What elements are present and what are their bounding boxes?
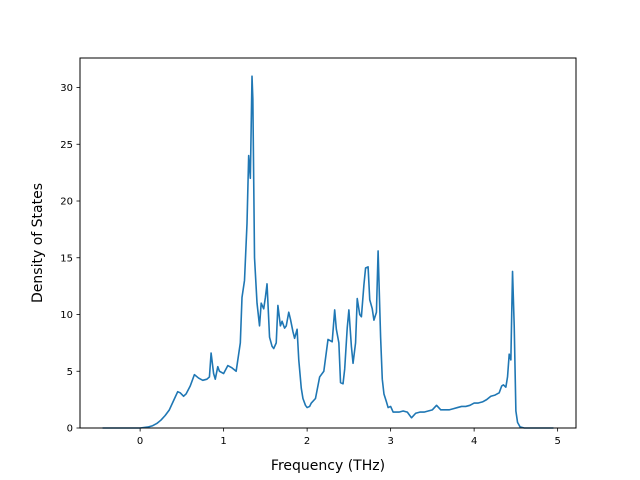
y-tick-label: 15 [60, 253, 73, 264]
plot-area [80, 58, 576, 428]
y-tick-label: 0 [67, 424, 73, 435]
y-axis-ticks: 0 5 10 15 20 25 30 [60, 83, 80, 435]
y-tick-label: 25 [60, 140, 73, 151]
plot-frame [79, 57, 577, 429]
x-tick-label: 5 [554, 436, 560, 447]
y-axis-label: Density of States [30, 183, 46, 303]
x-tick-label: 1 [220, 436, 226, 447]
y-tick-label: 5 [67, 367, 73, 378]
x-axis-ticks: 0 1 2 3 4 5 [137, 428, 561, 447]
series-layer [102, 75, 554, 429]
x-axis-label: Frequency (THz) [271, 458, 385, 474]
x-tick-label: 2 [304, 436, 310, 447]
dos-series-line [102, 75, 554, 429]
x-tick-label: 4 [471, 436, 477, 447]
x-tick-label: 3 [387, 436, 393, 447]
y-tick-label: 10 [60, 310, 73, 321]
y-tick-label: 20 [60, 197, 73, 208]
y-tick-label: 30 [60, 83, 73, 94]
x-tick-label: 0 [137, 436, 143, 447]
